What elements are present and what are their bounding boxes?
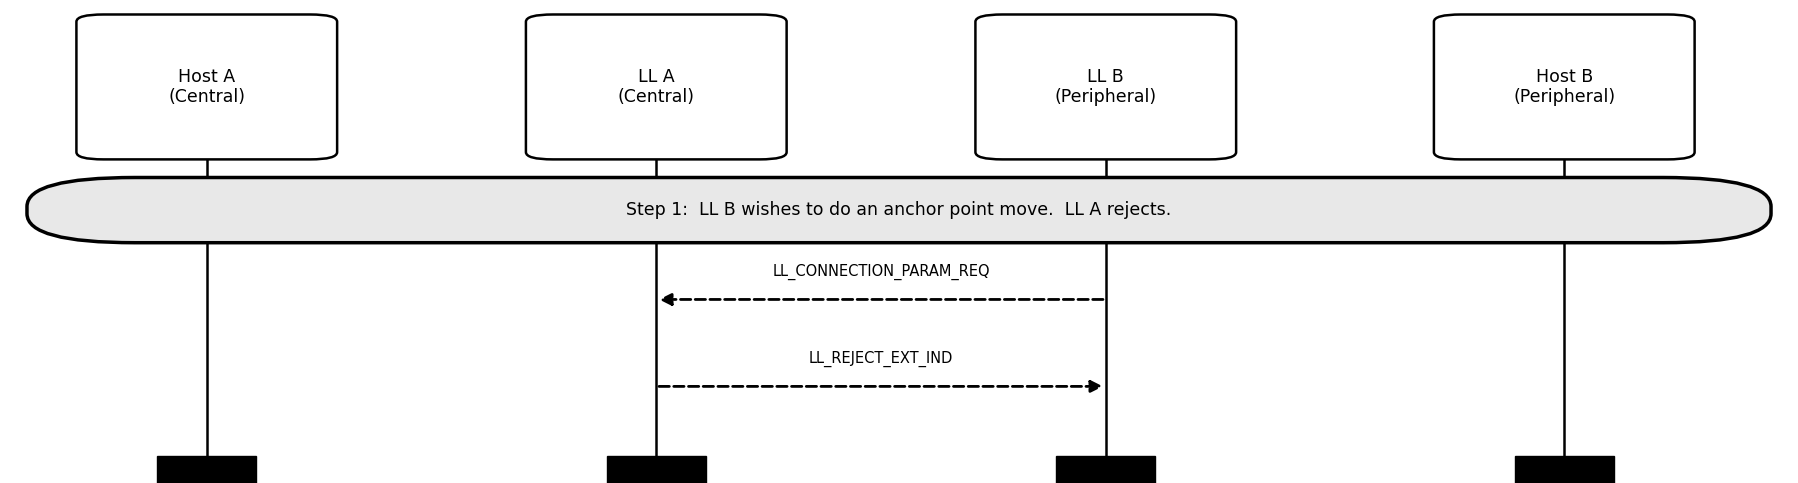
FancyBboxPatch shape — [975, 14, 1237, 159]
Text: Host A
(Central): Host A (Central) — [169, 68, 245, 106]
FancyBboxPatch shape — [77, 14, 338, 159]
FancyBboxPatch shape — [1057, 456, 1156, 483]
FancyBboxPatch shape — [1514, 456, 1615, 483]
Text: LL B
(Peripheral): LL B (Peripheral) — [1055, 68, 1156, 106]
FancyBboxPatch shape — [158, 456, 257, 483]
FancyBboxPatch shape — [525, 14, 788, 159]
FancyBboxPatch shape — [1435, 14, 1694, 159]
Text: LL_CONNECTION_PARAM_REQ: LL_CONNECTION_PARAM_REQ — [771, 264, 991, 280]
Text: Host B
(Peripheral): Host B (Peripheral) — [1514, 68, 1615, 106]
FancyBboxPatch shape — [27, 177, 1771, 243]
Text: LL A
(Central): LL A (Central) — [619, 68, 694, 106]
FancyBboxPatch shape — [606, 456, 705, 483]
Text: LL_REJECT_EXT_IND: LL_REJECT_EXT_IND — [809, 351, 953, 367]
Text: Step 1:  LL B wishes to do an anchor point move.  LL A rejects.: Step 1: LL B wishes to do an anchor poin… — [626, 201, 1172, 219]
